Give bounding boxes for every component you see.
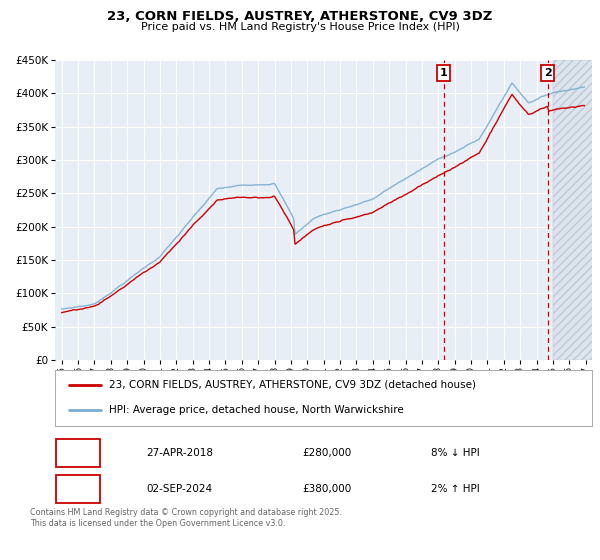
FancyBboxPatch shape <box>56 475 100 503</box>
Text: 23, CORN FIELDS, AUSTREY, ATHERSTONE, CV9 3DZ (detached house): 23, CORN FIELDS, AUSTREY, ATHERSTONE, CV… <box>109 380 476 390</box>
Text: 2: 2 <box>74 483 83 496</box>
Bar <box>553 60 594 360</box>
Text: £280,000: £280,000 <box>302 447 352 458</box>
Text: £380,000: £380,000 <box>302 484 352 494</box>
Text: 1: 1 <box>440 68 448 78</box>
FancyBboxPatch shape <box>56 439 100 466</box>
Text: HPI: Average price, detached house, North Warwickshire: HPI: Average price, detached house, Nort… <box>109 405 404 416</box>
Bar <box>553 60 594 360</box>
Text: 8% ↓ HPI: 8% ↓ HPI <box>431 447 480 458</box>
Text: 27-APR-2018: 27-APR-2018 <box>146 447 214 458</box>
Text: 2% ↑ HPI: 2% ↑ HPI <box>431 484 480 494</box>
Text: 23, CORN FIELDS, AUSTREY, ATHERSTONE, CV9 3DZ: 23, CORN FIELDS, AUSTREY, ATHERSTONE, CV… <box>107 10 493 23</box>
Text: Price paid vs. HM Land Registry's House Price Index (HPI): Price paid vs. HM Land Registry's House … <box>140 22 460 32</box>
Text: 02-SEP-2024: 02-SEP-2024 <box>146 484 212 494</box>
Text: Contains HM Land Registry data © Crown copyright and database right 2025.
This d: Contains HM Land Registry data © Crown c… <box>30 508 342 528</box>
Text: 1: 1 <box>74 446 83 459</box>
Text: 2: 2 <box>544 68 551 78</box>
